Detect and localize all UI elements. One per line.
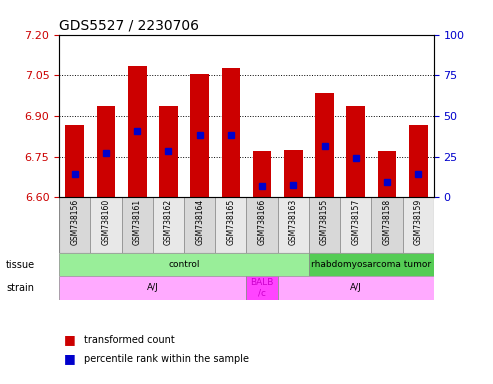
- Bar: [66, 126, 84, 197]
- Bar: [371, 197, 403, 253]
- Bar: [184, 197, 215, 253]
- Bar: [253, 151, 272, 197]
- Bar: [278, 276, 434, 300]
- Bar: [59, 276, 246, 300]
- Text: strain: strain: [6, 283, 34, 293]
- Text: ■: ■: [64, 333, 76, 346]
- Bar: [153, 197, 184, 253]
- Bar: [409, 126, 427, 197]
- Bar: [190, 74, 209, 197]
- Text: BALB
/c: BALB /c: [250, 278, 274, 298]
- Text: GSM738163: GSM738163: [289, 199, 298, 245]
- Text: percentile rank within the sample: percentile rank within the sample: [84, 354, 249, 364]
- Bar: [122, 197, 153, 253]
- Text: transformed count: transformed count: [84, 335, 175, 345]
- Bar: [309, 253, 434, 276]
- Bar: [347, 106, 365, 197]
- Bar: [246, 276, 278, 300]
- Text: GSM738158: GSM738158: [383, 199, 391, 245]
- Text: GSM738160: GSM738160: [102, 199, 110, 245]
- Text: GSM738155: GSM738155: [320, 199, 329, 245]
- Text: GSM738159: GSM738159: [414, 199, 423, 245]
- Bar: [97, 106, 115, 197]
- Text: GSM738157: GSM738157: [352, 199, 360, 245]
- Text: GSM738161: GSM738161: [133, 199, 141, 245]
- Bar: [128, 66, 146, 197]
- Text: A/J: A/J: [147, 283, 159, 292]
- Bar: [246, 197, 278, 253]
- Text: GSM738164: GSM738164: [195, 199, 204, 245]
- Bar: [159, 106, 178, 197]
- Bar: [284, 150, 303, 197]
- Text: ■: ■: [64, 353, 76, 366]
- Bar: [378, 151, 396, 197]
- Text: tissue: tissue: [6, 260, 35, 270]
- Bar: [278, 197, 309, 253]
- Bar: [340, 197, 371, 253]
- Text: A/J: A/J: [350, 283, 362, 292]
- Bar: [59, 197, 90, 253]
- Text: rhabdomyosarcoma tumor: rhabdomyosarcoma tumor: [312, 260, 431, 269]
- Bar: [59, 253, 309, 276]
- Text: GSM738166: GSM738166: [258, 199, 267, 245]
- Bar: [90, 197, 122, 253]
- Text: GSM738156: GSM738156: [70, 199, 79, 245]
- Bar: [221, 68, 240, 197]
- Bar: [315, 93, 334, 197]
- Text: GDS5527 / 2230706: GDS5527 / 2230706: [59, 18, 199, 32]
- Bar: [309, 197, 340, 253]
- Bar: [215, 197, 246, 253]
- Text: GSM738165: GSM738165: [226, 199, 235, 245]
- Bar: [403, 197, 434, 253]
- Text: GSM738162: GSM738162: [164, 199, 173, 245]
- Text: control: control: [168, 260, 200, 269]
